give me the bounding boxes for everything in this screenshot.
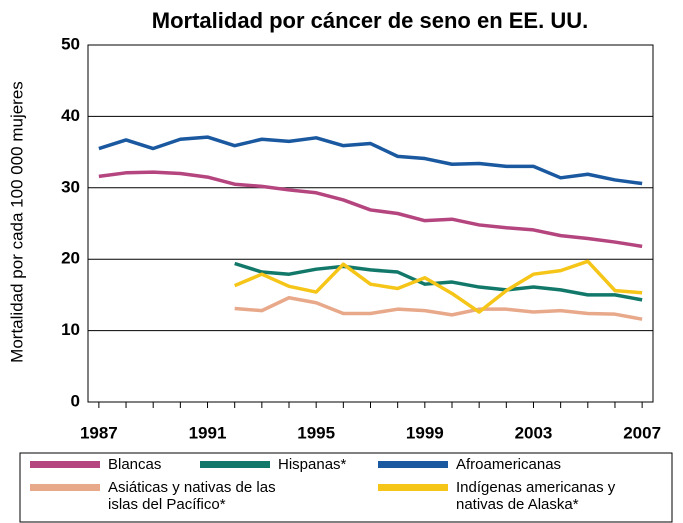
legend-swatch xyxy=(200,461,270,468)
legend-swatch xyxy=(30,461,100,468)
x-tick-label: 2007 xyxy=(623,423,661,442)
line-series xyxy=(98,170,643,249)
x-tick-label: 1995 xyxy=(297,423,335,442)
y-tick-label: 20 xyxy=(61,249,80,268)
x-tick-label: 1987 xyxy=(80,423,118,442)
legend-label: Asiáticas y nativas de las islas del Pac… xyxy=(108,479,276,513)
line-series xyxy=(234,296,643,321)
y-tick-label: 50 xyxy=(61,34,80,53)
y-tick-label: 30 xyxy=(61,177,80,196)
line-series xyxy=(98,135,643,186)
legend-label: Blancas xyxy=(108,456,162,473)
line-series xyxy=(234,259,643,314)
legend-swatch xyxy=(378,461,448,468)
y-tick-label: 0 xyxy=(71,391,80,410)
legend-box xyxy=(19,452,673,523)
x-tick-label: 1991 xyxy=(189,423,227,442)
y-axis-label: Mortalidad por cada 100 000 mujeres xyxy=(7,81,26,363)
y-tick-label: 40 xyxy=(61,106,80,125)
x-tick-label: 2003 xyxy=(515,423,553,442)
plot-border xyxy=(87,44,654,403)
legend-label: Hispanas* xyxy=(278,456,347,473)
legend-swatch xyxy=(30,484,100,491)
legend-label: Afroamericanas xyxy=(456,456,562,473)
x-tick-label: 1999 xyxy=(406,423,444,442)
legend-label: Indígenas americanas y nativas de Alaska… xyxy=(456,479,616,513)
chart-title: Mortalidad por cáncer de seno en EE. UU. xyxy=(152,8,588,33)
legend-swatch xyxy=(378,484,448,491)
line-series xyxy=(234,261,643,302)
y-tick-label: 10 xyxy=(61,320,80,339)
